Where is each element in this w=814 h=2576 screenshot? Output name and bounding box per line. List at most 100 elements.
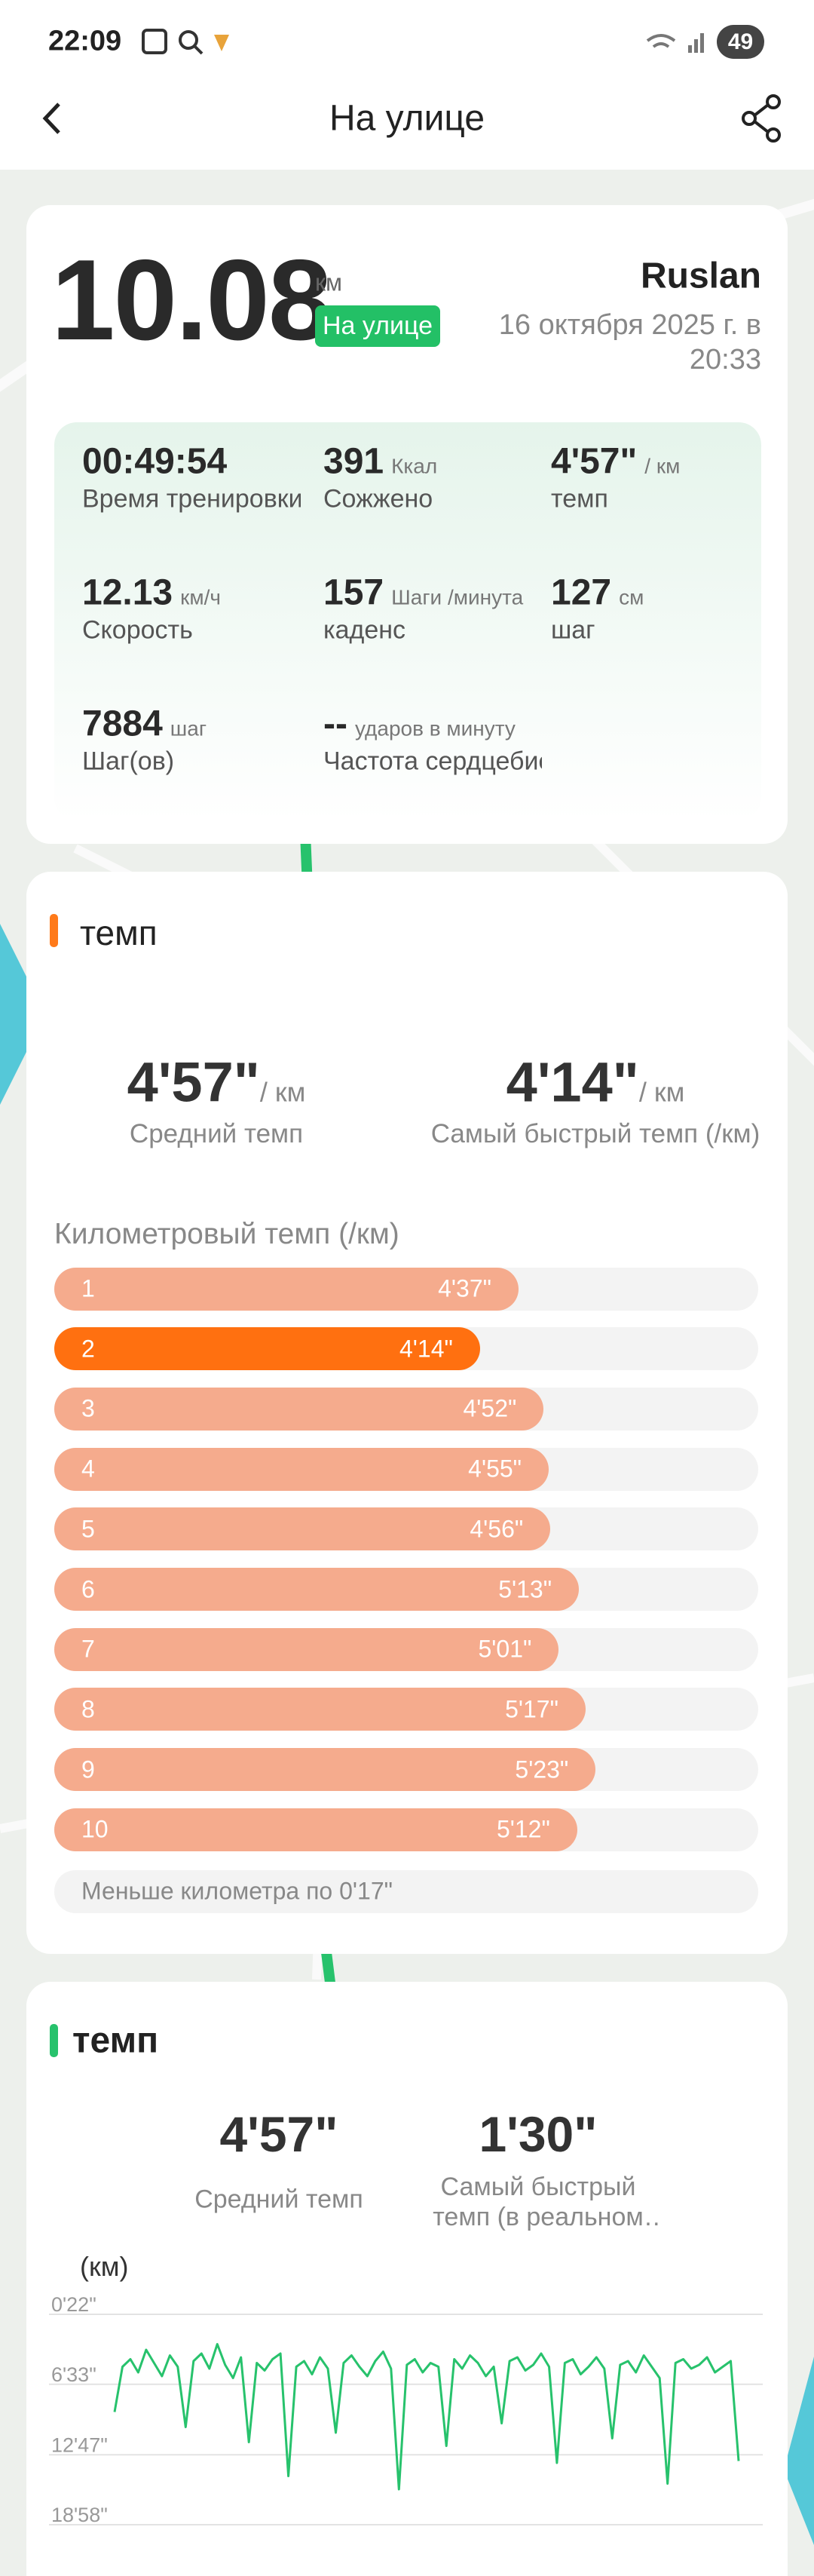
- stat-label: Скорость: [82, 615, 193, 645]
- bar-category: 5: [81, 1515, 95, 1543]
- pace-title: темп: [80, 913, 158, 952]
- bar: [54, 1688, 586, 1731]
- stats-panel: [54, 422, 761, 820]
- stat-number: 7884: [82, 704, 163, 744]
- stat-label: шаг: [551, 615, 595, 645]
- realtime-title: темп: [72, 2020, 159, 2061]
- stat-number: 12.13: [82, 572, 173, 613]
- stat-value: 12.13 км/ч: [82, 572, 221, 614]
- fastest-pace-value: 4'14": [506, 1050, 639, 1114]
- bar-value-label: 4'37": [438, 1274, 491, 1302]
- realtime-card: [26, 1982, 788, 2576]
- fastest-pace-label: Самый быстрый темп (/км): [430, 1119, 760, 1148]
- y-tick-label: 12'47": [51, 2433, 108, 2456]
- bar-category: 4: [81, 1455, 95, 1483]
- stat-unit: Шаги /минута: [391, 585, 524, 609]
- bar: [54, 1267, 519, 1311]
- distance-unit: км: [315, 268, 342, 296]
- bar-category: 8: [81, 1695, 95, 1723]
- stat-unit: шаг: [170, 716, 207, 741]
- stat-unit: ударов в минуту: [354, 716, 516, 741]
- bar-value-label: 5'17": [505, 1695, 558, 1723]
- bar-value-label: 5'23": [515, 1756, 569, 1783]
- status-icons: [142, 29, 229, 55]
- stat-number: 127: [551, 572, 612, 613]
- distance: 10.08: [51, 236, 332, 364]
- signal-icons: [646, 33, 704, 53]
- bar-category: 1: [81, 1274, 95, 1302]
- stat-value: 4'57" / км: [551, 441, 680, 483]
- y-tick-label: 6'33": [51, 2363, 96, 2386]
- bar-value-label: 4'14": [399, 1335, 453, 1363]
- pace-marker: [50, 914, 58, 947]
- back-button[interactable]: [38, 100, 68, 137]
- rt-avg-label: Средний темп: [194, 2185, 363, 2214]
- fastest-pace: 4'14"/ км: [506, 1050, 685, 1115]
- stat-number: --: [323, 704, 347, 744]
- share-button[interactable]: [740, 94, 785, 143]
- stat-label: Время тренировки: [82, 484, 301, 514]
- date: 16 октября 2025 г. в 20:33: [498, 309, 761, 376]
- stat-value: 7884 шаг: [82, 704, 207, 745]
- bar-category: 10: [81, 1815, 109, 1843]
- fastest-pace-unit: / км: [638, 1076, 685, 1108]
- stat-number: 391: [323, 441, 384, 482]
- stat-value: 127 см: [551, 572, 644, 614]
- stat-label: Частота сердцебиения: [323, 747, 542, 776]
- stat-label: каденс: [323, 615, 406, 645]
- top-bar: [0, 0, 814, 170]
- bar: [54, 1507, 551, 1551]
- bar: [54, 1327, 480, 1371]
- bar-category: 2: [81, 1335, 95, 1363]
- battery: 49: [717, 25, 764, 59]
- bar-value-label: 4'52": [463, 1394, 517, 1422]
- bar: [54, 1627, 559, 1671]
- page-title: На улице: [329, 98, 485, 139]
- pace-line: [113, 2343, 740, 2491]
- bar-value-label: 5'12": [496, 1815, 550, 1843]
- y-tick-label: 18'58": [51, 2504, 108, 2526]
- stat-value: -- ударов в минуту: [323, 704, 516, 745]
- bar-value-label: 4'55": [468, 1455, 522, 1483]
- bar-category: 3: [81, 1394, 95, 1422]
- stat-unit: см: [619, 585, 644, 609]
- user-name: Ruslan: [640, 256, 761, 296]
- bar: [54, 1447, 549, 1491]
- bar: [54, 1387, 544, 1431]
- avg-pace-value: 4'57": [127, 1050, 260, 1114]
- stat-unit: Ккал: [391, 454, 438, 478]
- y-tick-label: 0'22": [51, 2293, 96, 2316]
- stat-unit: / км: [644, 454, 681, 478]
- bar: [54, 1808, 577, 1851]
- km-pace-title: Километровый темп (/км): [54, 1218, 399, 1250]
- avg-pace-label: Средний темп: [129, 1119, 304, 1148]
- bar-category: 7: [81, 1635, 95, 1663]
- note-pill: [54, 1870, 758, 1913]
- stat-label: Сожжено: [323, 484, 433, 514]
- stat-value: 391 Ккал: [323, 441, 437, 483]
- km-note: Меньше километра по 0'17": [81, 1877, 393, 1905]
- realtime-marker: [50, 2024, 58, 2057]
- bar: [54, 1748, 596, 1792]
- rt-fastest-value: 1'30": [479, 2106, 598, 2162]
- bar: [54, 1568, 580, 1611]
- avg-pace-unit: / км: [259, 1076, 306, 1108]
- stat-number: 00:49:54: [82, 441, 228, 482]
- bar-category: 6: [81, 1575, 95, 1602]
- badge: На улице: [315, 305, 440, 347]
- rt-fastest-label: Самый быстрый темп (в реальном времени): [433, 2173, 644, 2231]
- bar-value-label: 5'01": [478, 1635, 532, 1663]
- bar-category: 9: [81, 1756, 95, 1783]
- y-axis-label: (км): [80, 2251, 129, 2282]
- bar-value-label: 4'56": [470, 1515, 524, 1543]
- stat-number: 157: [323, 572, 384, 613]
- stat-label: Шаг(ов): [82, 747, 175, 776]
- stat-number: 4'57": [551, 441, 638, 482]
- rt-avg-value: 4'57": [219, 2106, 338, 2162]
- stat-unit: км/ч: [180, 585, 221, 609]
- avg-pace: 4'57"/ км: [127, 1050, 306, 1115]
- stat-value: 157 Шаги /минута: [323, 572, 523, 614]
- stat-label: темп: [551, 484, 608, 514]
